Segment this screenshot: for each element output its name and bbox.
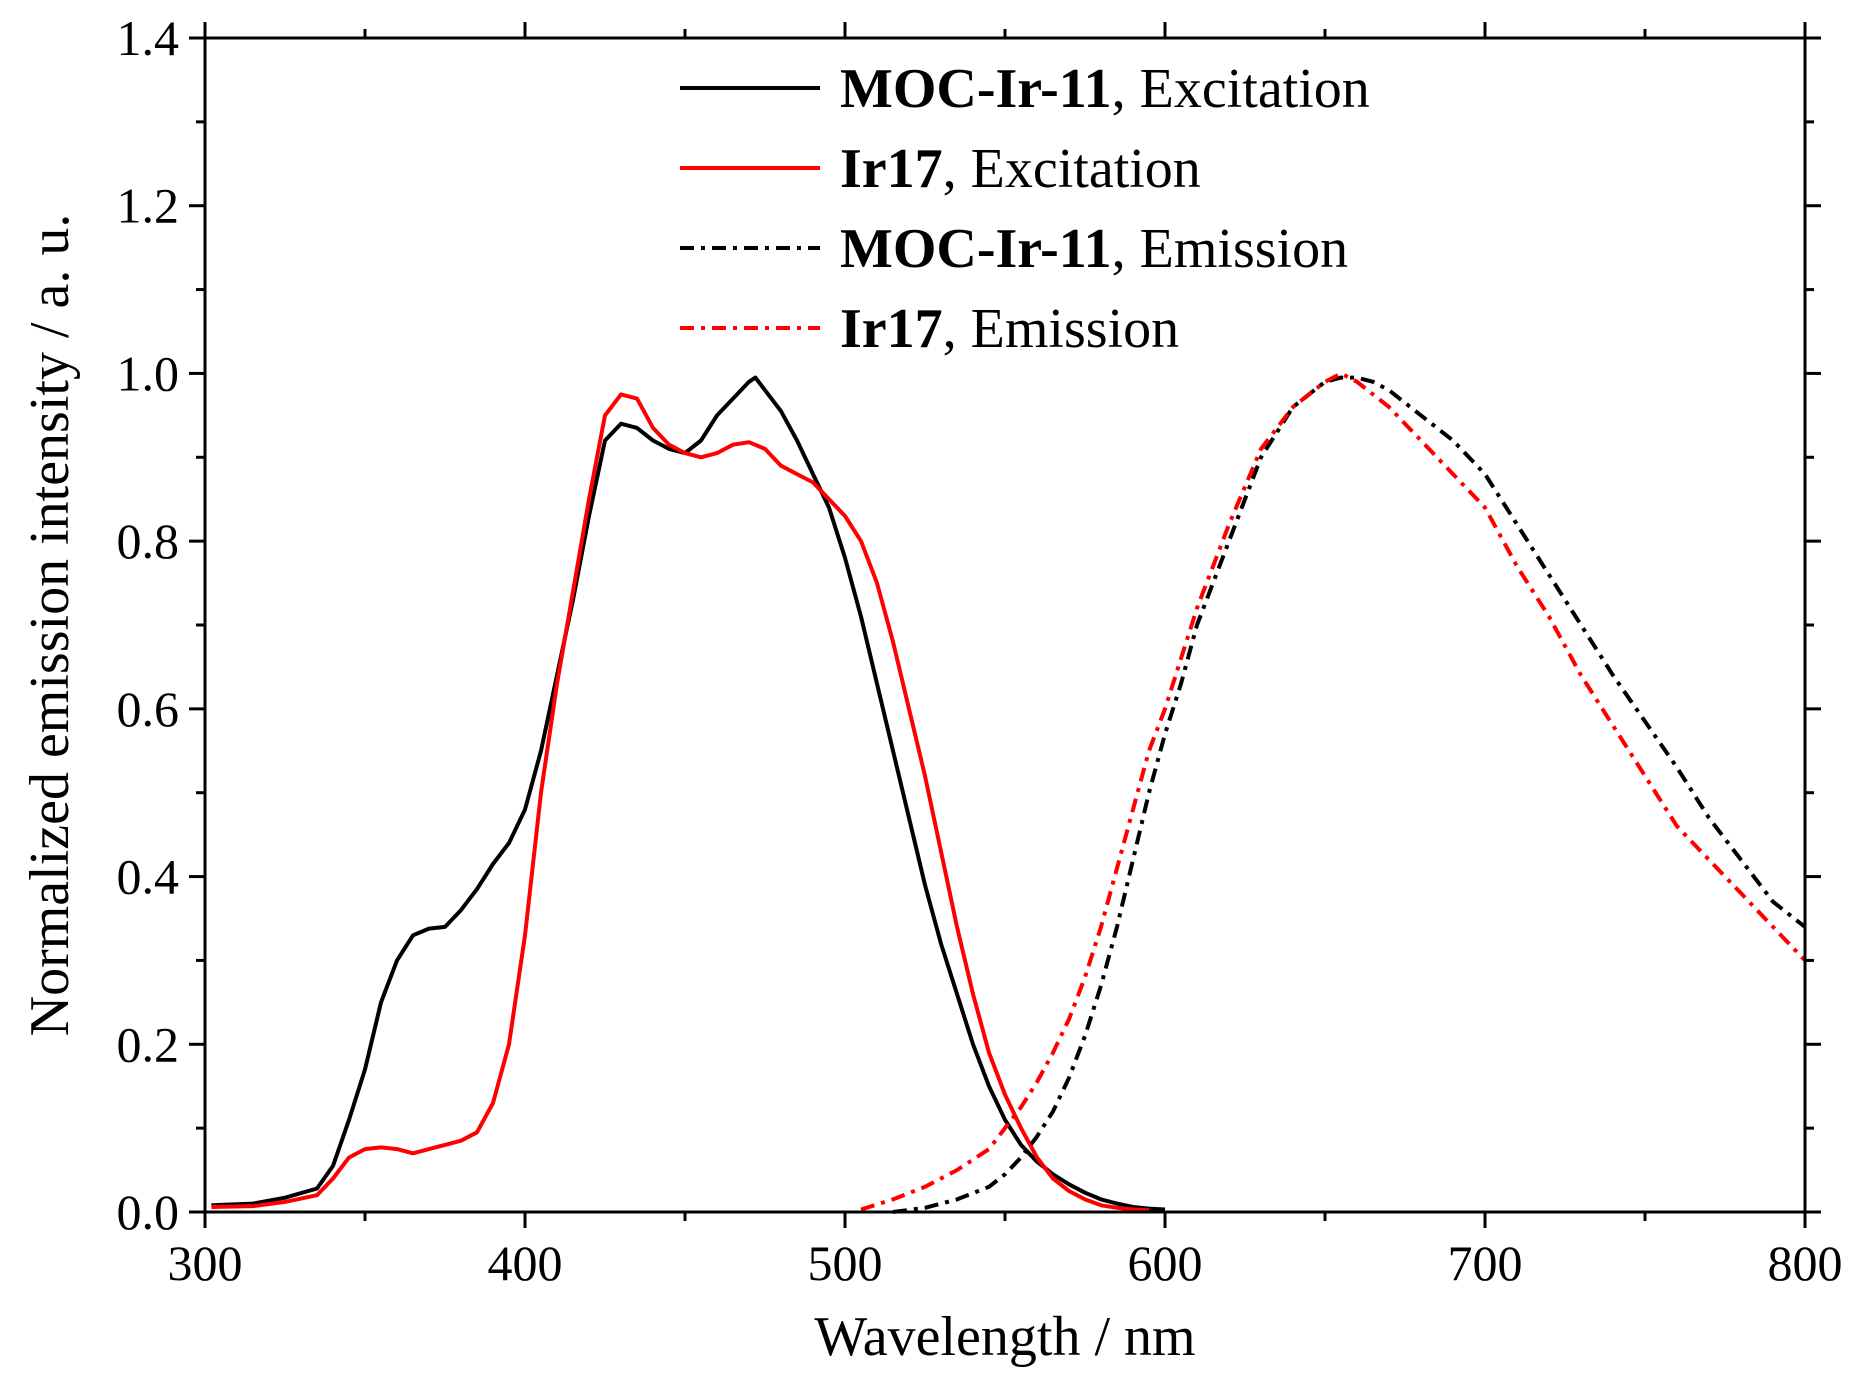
series-line-3 bbox=[860, 371, 1807, 1212]
legend-label-3: Ir17, Emission bbox=[840, 298, 1179, 360]
x-tick-label: 400 bbox=[488, 1235, 563, 1291]
legend-label-bold: MOC-Ir-11 bbox=[840, 58, 1112, 120]
legend-label-rest: , Excitation bbox=[943, 138, 1201, 200]
legend-label-bold: Ir17 bbox=[840, 138, 943, 200]
y-axis-title: Normalized emission intensity / a. u. bbox=[19, 214, 81, 1037]
y-tick-label: 1.0 bbox=[117, 345, 180, 401]
series-group bbox=[211, 371, 1807, 1214]
x-tick-label: 600 bbox=[1128, 1235, 1203, 1291]
legend-label-rest: , Emission bbox=[1112, 218, 1348, 280]
series-line-0 bbox=[211, 375, 1166, 1212]
y-tick-label: 1.4 bbox=[117, 10, 180, 66]
legend-label-bold: MOC-Ir-11 bbox=[840, 218, 1112, 280]
legend-label-2: MOC-Ir-11, Emission bbox=[840, 218, 1348, 280]
x-tick-label: 800 bbox=[1768, 1235, 1843, 1291]
y-tick-label: 0.8 bbox=[117, 513, 180, 569]
x-tick-label: 700 bbox=[1448, 1235, 1523, 1291]
y-tick-label: 0.4 bbox=[117, 849, 180, 905]
series-line-2 bbox=[892, 375, 1807, 1214]
y-tick-label: 0.2 bbox=[117, 1016, 180, 1072]
tick-labels: 300 400 500 600 700 800 0.0 0.2 0.4 0.6 0.8 1.0 1.2 1… bbox=[117, 10, 1843, 1291]
y-tick-label: 0.6 bbox=[117, 681, 180, 737]
y-tick-label: 0.0 bbox=[117, 1184, 180, 1240]
plot-frame bbox=[203, 36, 1807, 1214]
x-axis-title: Wavelength / nm bbox=[814, 1306, 1195, 1368]
y-tick-label: 1.2 bbox=[117, 178, 180, 234]
x-tick-label: 500 bbox=[808, 1235, 883, 1291]
legend-label-bold: Ir17 bbox=[840, 298, 943, 360]
legend-label-1: Ir17, Excitation bbox=[840, 138, 1201, 200]
legend-label-rest: , Emission bbox=[943, 298, 1179, 360]
series-line-1 bbox=[211, 392, 1150, 1213]
x-tick-label: 300 bbox=[168, 1235, 243, 1291]
legend-label-rest: , Excitation bbox=[1112, 58, 1370, 120]
legend-label-0: MOC-Ir-11, Excitation bbox=[840, 58, 1370, 120]
axis-ticks bbox=[189, 22, 1821, 1228]
